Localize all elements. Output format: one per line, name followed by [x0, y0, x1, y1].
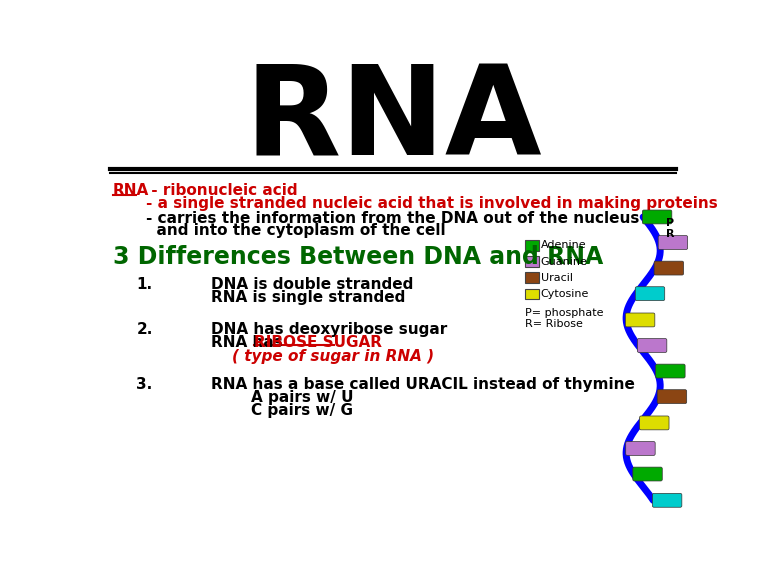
FancyBboxPatch shape — [625, 313, 655, 327]
FancyBboxPatch shape — [640, 416, 669, 430]
Text: RNA has: RNA has — [210, 335, 288, 350]
Text: and into the cytoplasm of the cell: and into the cytoplasm of the cell — [147, 223, 446, 238]
Text: RIBOSE SUGAR: RIBOSE SUGAR — [254, 335, 382, 350]
FancyBboxPatch shape — [633, 467, 662, 481]
Text: R= Ribose: R= Ribose — [525, 319, 582, 328]
Bar — [525, 256, 538, 267]
FancyBboxPatch shape — [652, 494, 682, 507]
Text: 3 Differences Between DNA and RNA: 3 Differences Between DNA and RNA — [113, 245, 604, 268]
FancyBboxPatch shape — [656, 364, 685, 378]
FancyBboxPatch shape — [635, 287, 665, 301]
Text: DNA has deoxyribose sugar: DNA has deoxyribose sugar — [210, 321, 447, 337]
Text: RNA: RNA — [245, 61, 542, 182]
Text: R: R — [667, 229, 675, 239]
FancyBboxPatch shape — [637, 339, 667, 353]
Text: P= phosphate: P= phosphate — [525, 308, 603, 318]
Bar — [525, 289, 538, 300]
Bar — [525, 272, 538, 283]
Text: - carries the information from the DNA out of the nucleus: - carries the information from the DNA o… — [147, 211, 640, 226]
Text: 3.: 3. — [136, 377, 153, 392]
Text: A pairs w/ U: A pairs w/ U — [251, 390, 353, 405]
Bar — [525, 240, 538, 251]
Text: RNA: RNA — [113, 183, 149, 198]
Text: P: P — [667, 218, 674, 228]
Text: - ribonucleic acid: - ribonucleic acid — [147, 183, 298, 198]
Text: 2.: 2. — [136, 321, 153, 337]
FancyBboxPatch shape — [658, 236, 687, 249]
Text: Adenine: Adenine — [541, 240, 587, 251]
Text: ( type of sugar in RNA ): ( type of sugar in RNA ) — [233, 350, 435, 365]
FancyBboxPatch shape — [657, 390, 687, 404]
FancyBboxPatch shape — [626, 442, 655, 456]
Text: Uracil: Uracil — [541, 273, 573, 283]
FancyBboxPatch shape — [642, 210, 672, 224]
Text: DNA is double stranded: DNA is double stranded — [210, 277, 413, 292]
Text: - a single stranded nucleic acid that is involved in making proteins: - a single stranded nucleic acid that is… — [147, 196, 718, 211]
Text: Cytosine: Cytosine — [541, 289, 589, 299]
Text: RNA is single stranded: RNA is single stranded — [210, 290, 405, 305]
Text: Guanine: Guanine — [541, 257, 588, 267]
FancyBboxPatch shape — [654, 261, 684, 275]
Text: C pairs w/ G: C pairs w/ G — [251, 403, 353, 418]
Text: RNA has a base called URACIL instead of thymine: RNA has a base called URACIL instead of … — [210, 377, 634, 392]
Text: 1.: 1. — [136, 277, 152, 292]
